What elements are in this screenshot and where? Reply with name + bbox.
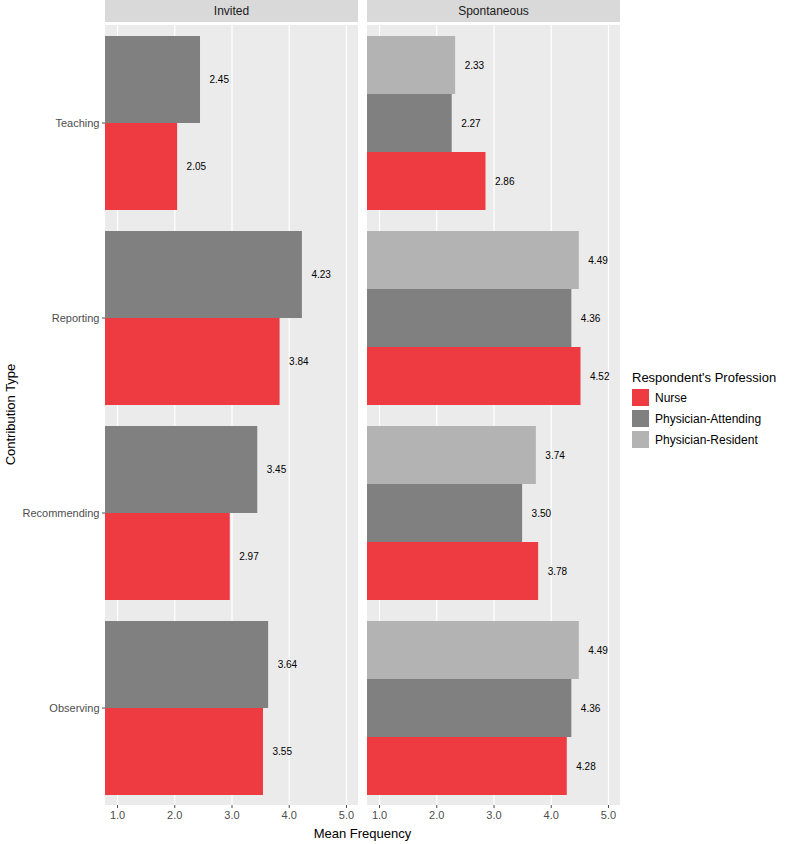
html-text:Mean Frequency: Mean Frequency [313, 826, 412, 841]
svg-text:4.36: 4.36 [581, 313, 601, 324]
svg-text:3.78: 3.78 [548, 566, 568, 577]
svg-text:1.0: 1.0 [372, 809, 387, 821]
html-text:Physician-Resident: Physician-Resident [655, 432, 758, 447]
svg-text:2.0: 2.0 [429, 809, 444, 821]
svg-text:4.0: 4.0 [544, 809, 559, 821]
svg-text:Reporting: Reporting [52, 312, 100, 324]
svg-text:Observing: Observing [49, 702, 99, 714]
svg-text:3.0: 3.0 [224, 809, 239, 821]
svg-text:4.0: 4.0 [282, 809, 297, 821]
svg-text:4.49: 4.49 [588, 255, 608, 266]
svg-text:2.05: 2.05 [187, 161, 207, 172]
svg-text:4.52: 4.52 [590, 371, 610, 382]
svg-text:3.45: 3.45 [267, 464, 287, 475]
svg-text:4.28: 4.28 [576, 761, 596, 772]
svg-text:2.33: 2.33 [465, 60, 485, 71]
svg-text:5.0: 5.0 [339, 809, 354, 821]
svg-text:3.84: 3.84 [289, 356, 309, 367]
svg-text:Teaching: Teaching [55, 117, 99, 129]
svg-text:2.27: 2.27 [461, 118, 481, 129]
svg-text:4.36: 4.36 [581, 703, 601, 714]
svg-text:3.74: 3.74 [545, 450, 565, 461]
svg-text:3.55: 3.55 [272, 746, 292, 757]
html-text:Physician-Attending: Physician-Attending [655, 411, 762, 426]
svg-text:2.0: 2.0 [167, 809, 182, 821]
svg-text:3.64: 3.64 [278, 659, 298, 670]
svg-text:3.50: 3.50 [532, 508, 552, 519]
svg-text:Recommending: Recommending [22, 507, 99, 519]
svg-text:3.0: 3.0 [486, 809, 501, 821]
html-text:Respondent's Profession: Respondent's Profession [632, 370, 777, 385]
html-text:Contribution Type: Contribution Type [2, 363, 18, 466]
html-text:Spontaneous: Spontaneous [458, 4, 529, 18]
svg-text:5.0: 5.0 [601, 809, 616, 821]
html-text:Nurse: Nurse [655, 390, 687, 405]
svg-text:1.0: 1.0 [110, 809, 125, 821]
svg-text:4.23: 4.23 [311, 269, 331, 280]
svg-text:2.97: 2.97 [239, 551, 259, 562]
html-text:Invited: Invited [213, 4, 250, 18]
svg-text:2.86: 2.86 [495, 176, 515, 187]
svg-text:4.49: 4.49 [588, 645, 608, 656]
svg-text:2.45: 2.45 [210, 74, 230, 85]
